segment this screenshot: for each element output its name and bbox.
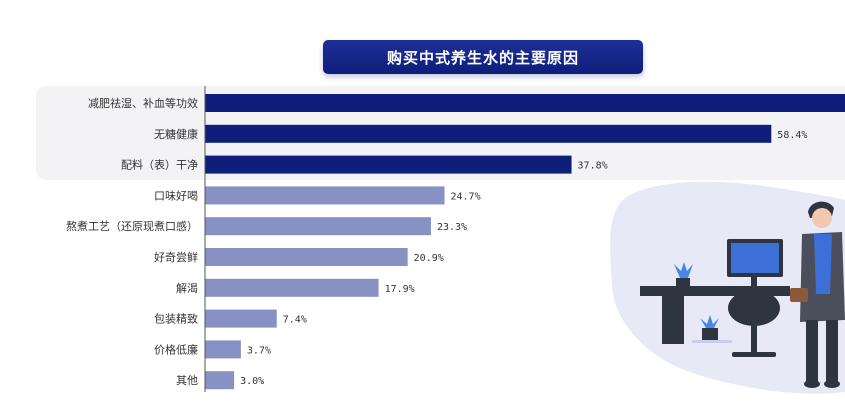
person-leg-right (826, 320, 838, 382)
bar-8 (205, 309, 277, 328)
category-label-3: 配料（表）干净 (121, 158, 198, 172)
person-shirt (814, 234, 832, 294)
value-label-9: 3.7% (247, 345, 271, 356)
chart-title: 购买中式养生水的主要原因 (386, 48, 579, 67)
person-leg-left (806, 320, 818, 382)
value-label-7: 17.9% (385, 284, 415, 295)
floor-plant-pot (702, 328, 718, 340)
value-label-10: 3.0% (240, 376, 264, 387)
bar-5 (205, 217, 431, 236)
plant-leaves-icon (674, 262, 693, 278)
value-label-4: 24.7% (451, 191, 481, 202)
bar-9 (205, 340, 241, 359)
category-label-9: 价格低廉 (154, 342, 198, 356)
bar-6 (205, 248, 408, 266)
chair-base (732, 352, 776, 357)
category-label-7: 解渴 (176, 281, 198, 295)
category-label-4: 口味好喝 (154, 188, 198, 202)
chart-title-banner: 购买中式养生水的主要原因 (323, 40, 643, 74)
value-label-5: 23.3% (437, 222, 467, 233)
bar-10 (205, 371, 235, 390)
desk-leg (662, 296, 684, 344)
bar-3 (205, 155, 572, 174)
floor-shadow (692, 340, 732, 343)
category-label-2: 无糖健康 (154, 127, 198, 141)
chair-stem (751, 320, 757, 352)
category-label-6: 好奇尝鲜 (154, 250, 198, 264)
value-label-8: 7.4% (283, 315, 307, 326)
value-label-3: 37.8% (578, 161, 608, 172)
bar-7 (205, 278, 379, 297)
floor-plant-icon (700, 315, 719, 328)
briefcase-icon (790, 288, 808, 302)
person-shoe-right (824, 380, 840, 388)
person-head (812, 208, 832, 228)
category-label-5: 熬煮工艺（还原现煮口感） (66, 219, 198, 233)
monitor-screen (731, 243, 779, 273)
value-label-6: 20.9% (414, 253, 444, 264)
bar-2 (205, 124, 772, 143)
monitor-stand (751, 277, 757, 286)
category-label-8: 包装精致 (154, 312, 198, 326)
bar-1 (205, 94, 845, 112)
plant-pot (676, 278, 690, 287)
person-shoe-left (804, 380, 820, 388)
chair-back-icon (728, 290, 780, 326)
category-label-1: 减肥祛湿、补血等功效 (88, 96, 198, 110)
category-label-10: 其他 (176, 374, 198, 387)
desk-top (640, 286, 790, 296)
bar-4 (205, 186, 445, 205)
value-label-2: 58.4% (777, 130, 807, 141)
